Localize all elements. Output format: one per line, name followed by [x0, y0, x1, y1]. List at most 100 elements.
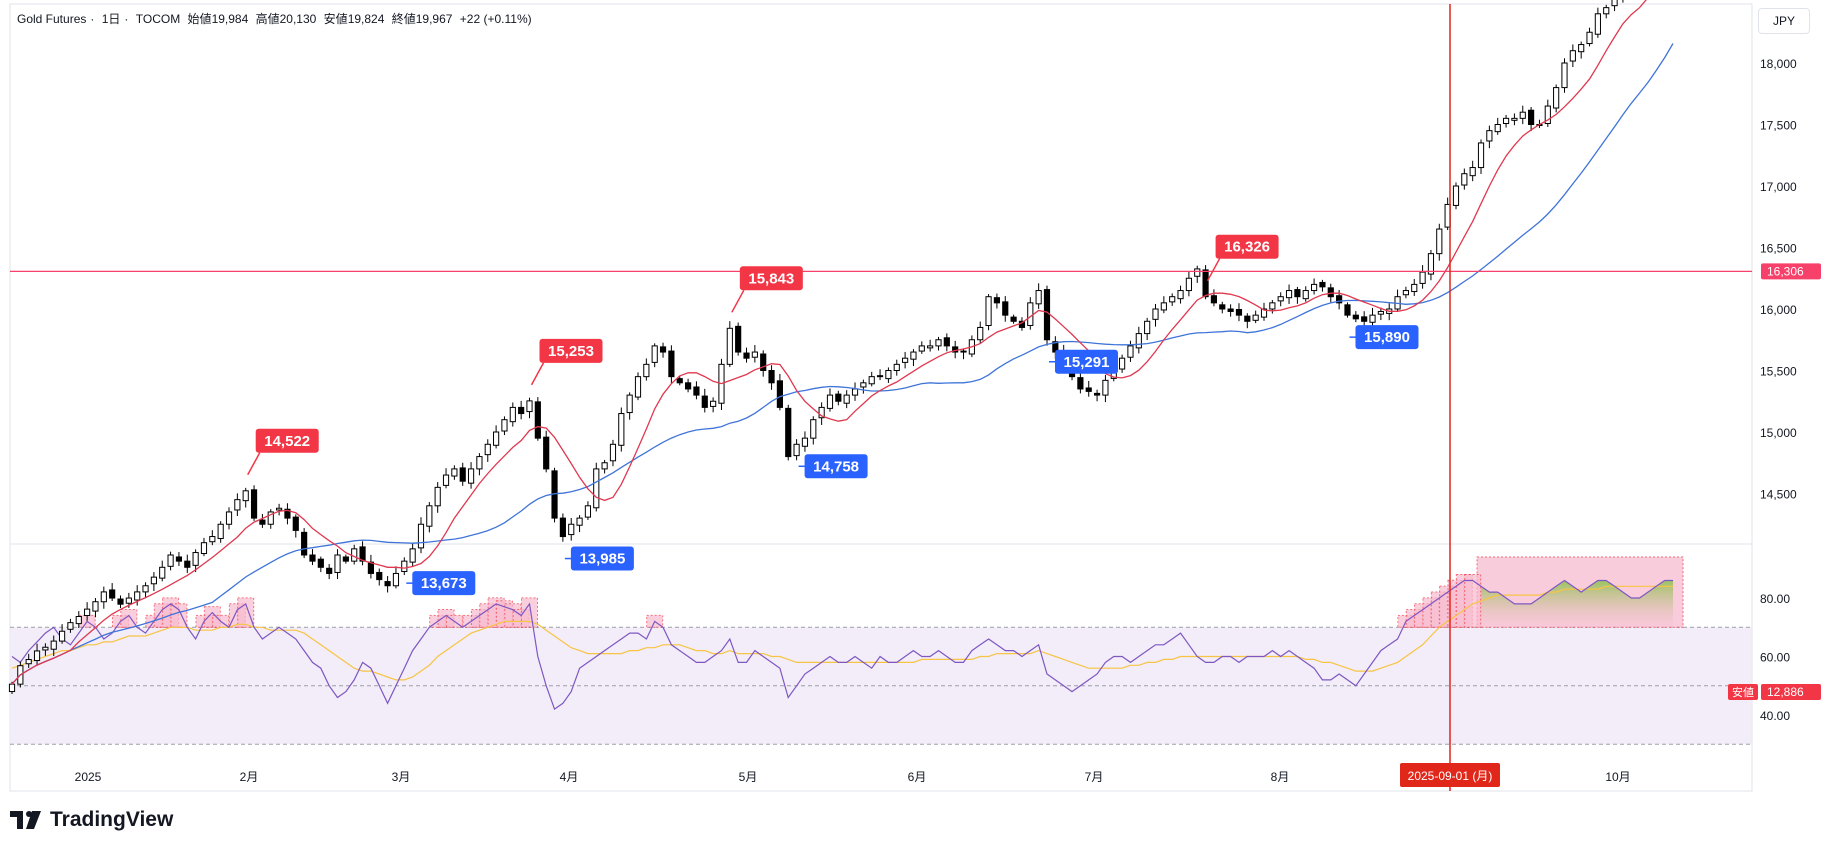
candle	[159, 560, 166, 582]
candle	[985, 294, 992, 331]
candle	[1519, 105, 1526, 125]
candle-up	[985, 296, 992, 326]
candle-down	[175, 556, 183, 562]
candle-up	[977, 326, 984, 341]
candle	[326, 564, 333, 580]
candle	[1352, 311, 1359, 323]
candle	[359, 541, 366, 566]
candle	[1594, 7, 1601, 38]
tradingview-logo[interactable]: TradingView	[10, 808, 173, 832]
candle-up	[1578, 44, 1585, 53]
candle	[1144, 317, 1151, 340]
candle-up	[451, 468, 458, 477]
price-tick: 17,500	[1760, 119, 1797, 133]
candle-down	[534, 401, 541, 439]
candle	[1553, 84, 1560, 113]
candle	[1344, 302, 1351, 318]
candle-up	[267, 511, 274, 525]
candle	[593, 462, 600, 512]
candle	[885, 367, 892, 383]
symbol-header: Gold Futures · 1日 · TOCOM 始値19,984 高値20,13…	[17, 12, 532, 26]
candle-down	[376, 571, 383, 581]
candle-up	[509, 406, 516, 423]
candle	[1477, 139, 1485, 174]
candle	[893, 359, 900, 376]
open-label: 始値	[187, 12, 212, 26]
candle	[1235, 303, 1243, 322]
candle-down	[184, 560, 191, 568]
candle-up	[1027, 302, 1034, 326]
candle	[409, 543, 416, 567]
candle-down	[1336, 295, 1343, 304]
candle-down	[1210, 295, 1218, 304]
candle	[1177, 285, 1184, 304]
candle-up	[225, 511, 233, 525]
time-tick: 5月	[739, 770, 758, 784]
candle-up	[1160, 302, 1167, 311]
label-pointer	[731, 289, 745, 313]
candle	[434, 482, 441, 513]
candle	[33, 643, 41, 666]
candle-up	[710, 400, 717, 407]
candle-down	[117, 598, 124, 605]
candle	[1269, 300, 1276, 314]
candle	[1085, 380, 1092, 397]
price-tag-box	[1761, 263, 1821, 280]
interval[interactable]: 1日	[101, 12, 121, 26]
low-label: 14,758	[798, 454, 868, 479]
price-labels: 2025-09-01 (月) 14,522 15,253 15,843 16,326 20…	[10, 4, 1752, 791]
symbol-name[interactable]: Gold Futures	[17, 12, 87, 26]
candle	[1002, 296, 1009, 322]
candle-up	[392, 572, 400, 587]
candle	[927, 339, 934, 352]
candle	[601, 459, 608, 474]
candle	[1377, 307, 1384, 321]
label-box	[1054, 349, 1118, 374]
candle-down	[943, 337, 950, 347]
high-label: 15,843	[731, 266, 803, 313]
candle-down	[1093, 392, 1101, 396]
candle-up	[209, 536, 216, 543]
candle-down	[326, 567, 333, 574]
candle	[1561, 58, 1568, 93]
candle-down	[1361, 316, 1368, 322]
candle	[1135, 326, 1142, 354]
label-box	[739, 266, 803, 291]
candle	[818, 402, 825, 425]
candle-up	[67, 622, 74, 630]
label-box	[539, 338, 603, 363]
candle	[509, 402, 516, 427]
candle-down	[1327, 287, 1334, 298]
candle	[526, 397, 533, 419]
candle-down	[743, 352, 750, 359]
candle-up	[334, 554, 341, 573]
candle	[401, 557, 408, 576]
candle	[943, 333, 950, 352]
candle	[242, 487, 249, 508]
currency-button[interactable]: JPY	[1758, 8, 1810, 34]
candle	[651, 343, 658, 368]
candle	[376, 568, 383, 586]
price-tag-prefix: 安値	[1732, 685, 1754, 699]
candle	[192, 549, 199, 572]
candle	[1194, 265, 1201, 283]
candle-down	[1344, 304, 1351, 316]
candle	[426, 502, 433, 533]
candle	[960, 348, 967, 360]
candle	[860, 379, 867, 394]
candle-up	[1402, 290, 1409, 296]
candle-up	[476, 456, 483, 470]
candle	[1302, 286, 1309, 302]
candle	[609, 439, 617, 467]
candle-up	[1561, 62, 1568, 89]
candle-up	[618, 413, 625, 446]
candle	[1294, 286, 1301, 304]
candle-up	[1302, 290, 1309, 300]
candle-up	[84, 608, 91, 617]
candle	[551, 467, 558, 523]
candle-up	[584, 505, 592, 518]
candle-up	[1269, 302, 1276, 310]
candle	[676, 376, 683, 386]
candle-down	[876, 375, 884, 378]
